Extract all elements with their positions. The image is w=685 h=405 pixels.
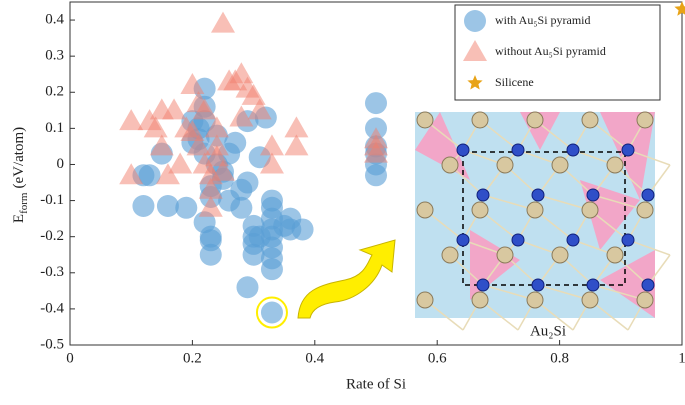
inset-au-atom xyxy=(497,157,513,173)
inset-au-atom xyxy=(607,157,623,173)
inset-au-atom xyxy=(637,112,653,128)
inset-au-atom xyxy=(582,292,598,308)
inset-au-atom xyxy=(637,202,653,218)
x-tick-label: 0.8 xyxy=(550,350,569,366)
legend-label: Silicene xyxy=(495,75,534,89)
y-tick-label: -0.1 xyxy=(40,192,64,208)
x-tick-label: 1 xyxy=(678,350,685,366)
x-tick-label: 0.4 xyxy=(305,350,324,366)
inset-si-atom xyxy=(532,279,544,291)
y-axis-label-part: (eV/atom) xyxy=(11,127,27,189)
inset-au-atom xyxy=(582,112,598,128)
point xyxy=(211,12,235,33)
x-tick-label: 0.6 xyxy=(428,350,447,366)
inset-au-atom xyxy=(442,157,458,173)
point xyxy=(236,172,258,194)
point xyxy=(229,62,253,83)
point xyxy=(292,218,314,240)
inset-si-atom xyxy=(587,189,599,201)
point xyxy=(175,197,197,219)
inset-au-atom xyxy=(607,247,623,263)
inset-si-atom xyxy=(567,234,579,246)
y-axis-label-part: E xyxy=(11,214,27,223)
inset-si-atom xyxy=(587,279,599,291)
point xyxy=(200,244,222,266)
legend-label: with Au₅Si pyramid xyxy=(495,13,591,27)
y-tick-label: -0.4 xyxy=(40,300,64,316)
point xyxy=(150,134,174,155)
point xyxy=(365,164,387,186)
inset-si-atom xyxy=(477,279,489,291)
inset-si-atom xyxy=(512,234,524,246)
inset-si-atom xyxy=(477,189,489,201)
point xyxy=(249,226,271,248)
point xyxy=(132,195,154,217)
inset-au-atom xyxy=(417,292,433,308)
inset-si-atom xyxy=(642,189,654,201)
chart: 0 0.2 0.4 0.6 0.8 1 -0.5 -0.4 -0.3 -0.2 -0.1 0 0.1 0.… xyxy=(0,0,685,405)
x-tick-label: 0.2 xyxy=(183,350,202,366)
inset-si-atom xyxy=(622,234,634,246)
inset-au-atom xyxy=(527,202,543,218)
y-axis-label-part: form xyxy=(18,192,30,214)
x-tick-label: 0 xyxy=(66,350,74,366)
y-tick-label: 0.4 xyxy=(45,11,64,27)
point xyxy=(261,302,283,324)
y-tick-label: 0.1 xyxy=(45,120,64,136)
inset xyxy=(415,112,670,330)
point xyxy=(365,92,387,114)
y-tick-label: 0.3 xyxy=(45,48,64,64)
inset-si-atom xyxy=(622,144,634,156)
x-axis-label: Rate of Si xyxy=(346,376,406,392)
y-tick-label: 0.2 xyxy=(45,84,64,100)
inset-si-atom xyxy=(457,144,469,156)
legend-label: without Au₅Si pyramid xyxy=(495,44,606,58)
inset-si-atom xyxy=(532,189,544,201)
inset-si-atom xyxy=(567,144,579,156)
inset-au-atom xyxy=(552,247,568,263)
inset-au-atom xyxy=(527,112,543,128)
inset-au-atom xyxy=(582,202,598,218)
inset-au-atom xyxy=(472,202,488,218)
inset-si-atom xyxy=(642,279,654,291)
inset-au-atom xyxy=(442,247,458,263)
y-tick-label: 0 xyxy=(57,156,65,172)
y-tick-label: -0.3 xyxy=(40,264,64,280)
inset-au-atom xyxy=(552,157,568,173)
y-tick-label: -0.5 xyxy=(40,336,64,352)
y-tick-label: -0.2 xyxy=(40,228,64,244)
inset-au-atom xyxy=(497,247,513,263)
inset-label: Au₂Si xyxy=(530,323,566,339)
inset-au-atom xyxy=(527,292,543,308)
y-axis-label: Eform (eV/atom) xyxy=(11,127,29,223)
point xyxy=(260,134,284,155)
point xyxy=(284,134,308,155)
inset-si-atom xyxy=(512,144,524,156)
inset-au-atom xyxy=(472,292,488,308)
inset-au-atom xyxy=(417,202,433,218)
inset-si-atom xyxy=(457,234,469,246)
inset-au-atom xyxy=(472,112,488,128)
point xyxy=(674,1,685,15)
point xyxy=(236,276,258,298)
inset-au-atom xyxy=(637,292,653,308)
legend-marker xyxy=(464,10,486,32)
point xyxy=(261,258,283,280)
arrow xyxy=(298,240,395,318)
point xyxy=(284,116,308,137)
inset-au-atom xyxy=(417,112,433,128)
